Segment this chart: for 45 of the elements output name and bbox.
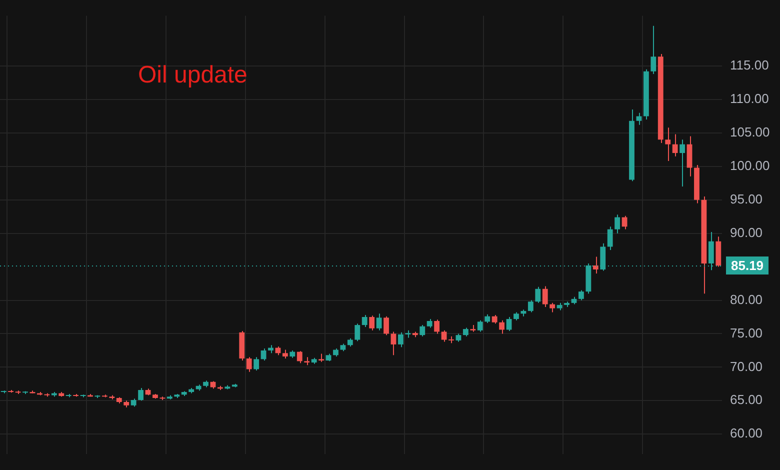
candlestick bbox=[296, 350, 302, 364]
candlestick bbox=[398, 332, 404, 348]
candlestick bbox=[369, 315, 375, 331]
candlestick bbox=[506, 316, 512, 332]
candlestick bbox=[614, 214, 620, 234]
y-tick-label: 115.00 bbox=[730, 58, 769, 73]
candlestick bbox=[578, 290, 584, 301]
candlestick bbox=[138, 387, 144, 402]
y-tick-label: 80.00 bbox=[730, 292, 763, 307]
y-tick-label: 90.00 bbox=[730, 224, 763, 240]
candlestick bbox=[665, 127, 671, 162]
candlestick bbox=[254, 356, 260, 372]
candlestick bbox=[550, 302, 556, 313]
candlestick bbox=[680, 139, 685, 187]
y-tick-label: 65.00 bbox=[730, 392, 763, 408]
y-tick-label: 110.00 bbox=[730, 91, 769, 106]
candlestick bbox=[535, 286, 541, 304]
text: Oil update bbox=[138, 61, 248, 88]
candlestick bbox=[528, 300, 534, 313]
candlestick bbox=[260, 348, 266, 361]
candlestick bbox=[441, 330, 447, 342]
candlestick bbox=[477, 320, 483, 332]
candlestick bbox=[376, 313, 382, 331]
candlestick bbox=[354, 323, 360, 342]
candlestick bbox=[420, 324, 426, 337]
y-tick-label: 105.00 bbox=[730, 124, 770, 140]
y-tick-label: 75.00 bbox=[730, 325, 763, 340]
y-tick-label: 95.00 bbox=[730, 191, 763, 206]
candlestick bbox=[499, 320, 504, 334]
candlestick bbox=[362, 314, 368, 328]
y-tick-label: 100.00 bbox=[730, 158, 770, 173]
candlestick bbox=[434, 319, 440, 334]
candlestick bbox=[542, 286, 548, 308]
ref-line-label: 85.19 bbox=[731, 258, 764, 274]
candlestick bbox=[592, 256, 598, 274]
y-tick-label: 70.00 bbox=[730, 358, 763, 374]
candlestick bbox=[246, 356, 252, 372]
candlestick bbox=[384, 316, 389, 336]
candlestick bbox=[650, 25, 656, 75]
candlestick bbox=[672, 134, 678, 157]
candlestick bbox=[636, 112, 642, 126]
y-tick-label: 60.00 bbox=[730, 426, 763, 441]
candlestick bbox=[686, 136, 692, 177]
candlestick bbox=[390, 331, 396, 356]
candlestick bbox=[607, 226, 613, 251]
